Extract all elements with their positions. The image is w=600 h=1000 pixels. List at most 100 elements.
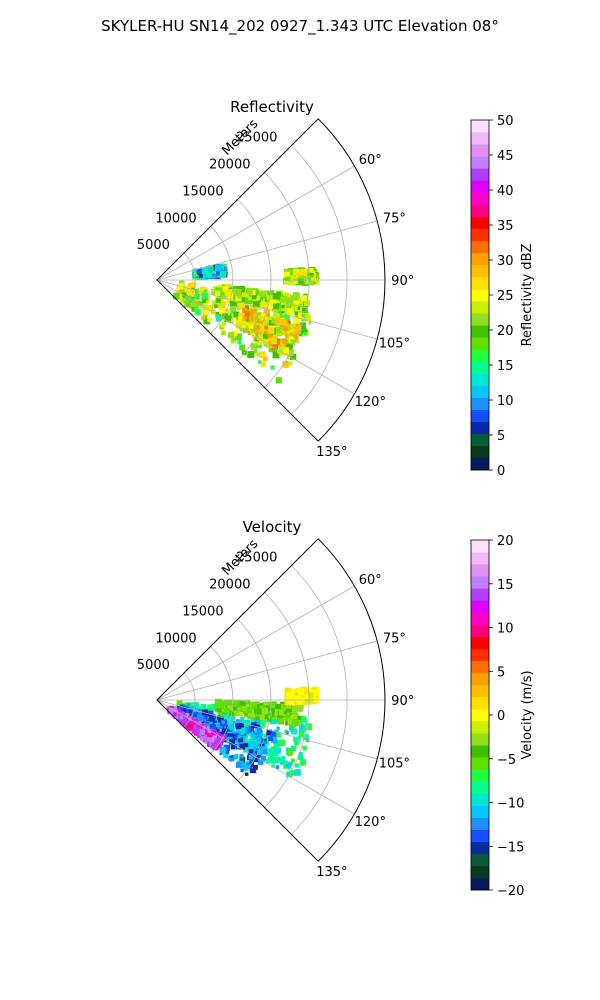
echo-cell <box>293 292 300 299</box>
echo-cell <box>273 747 280 755</box>
echo-cell <box>264 325 268 330</box>
echo-cell <box>249 726 255 732</box>
echo-cell <box>304 312 310 317</box>
colorbar-swatch <box>471 385 489 398</box>
echo-cell <box>277 312 283 318</box>
echo-cell <box>290 305 298 313</box>
echo-cell <box>303 331 307 336</box>
echo-cell <box>272 719 278 724</box>
colorbar-tick-label: 0 <box>497 464 505 479</box>
echo-cell <box>219 271 226 278</box>
echo-cell <box>283 314 289 320</box>
echo-cell <box>285 716 291 721</box>
echo-cell <box>188 709 193 714</box>
colorbar-swatch <box>471 409 489 423</box>
echo-cell <box>203 315 207 320</box>
colorbar-swatch <box>471 457 489 471</box>
figure-title: SKYLER-HU SN14_202 0927_1.343 UTC Elevat… <box>101 17 499 36</box>
echo-cell <box>283 292 287 296</box>
echo-cell <box>219 297 224 302</box>
colorbar-swatch <box>471 373 489 386</box>
colorbar-swatch <box>471 156 489 169</box>
echo-cell <box>264 298 269 302</box>
colorbar-tick-label: 40 <box>497 184 514 199</box>
panel-title: Velocity <box>243 518 302 536</box>
panel-title: Reflectivity <box>230 98 314 116</box>
echo-cell <box>239 743 246 750</box>
echo-cell <box>261 723 266 728</box>
echo-cell <box>286 297 292 304</box>
echo-cell <box>284 321 288 325</box>
echo-cell <box>290 353 297 360</box>
echo-cell <box>194 309 201 316</box>
colorbar-swatch <box>471 228 489 241</box>
echo-cell <box>289 691 294 696</box>
colorbar-tick-label: 10 <box>497 394 514 409</box>
echo-cell <box>187 282 192 287</box>
echo-cell <box>291 728 298 735</box>
echo-cell <box>262 740 266 744</box>
echo-cell <box>305 723 313 731</box>
colorbar-swatch <box>471 433 489 447</box>
echo-cell <box>206 300 210 304</box>
echo-cell <box>168 708 175 715</box>
echo-cell <box>208 733 213 738</box>
echo-cell <box>252 300 260 308</box>
echo-cell <box>239 723 245 728</box>
echo-cell <box>259 743 265 749</box>
colorbar-swatch <box>471 264 489 278</box>
azimuth-gridline <box>156 279 378 340</box>
echo-cell <box>309 699 313 704</box>
echo-cell <box>255 740 262 748</box>
echo-cell <box>204 732 210 738</box>
colorbar-swatch <box>471 865 489 879</box>
echo-cell <box>209 735 216 742</box>
echo-cell <box>256 353 260 357</box>
azimuth-tick-label: 135° <box>316 445 347 460</box>
echo-cell <box>231 330 238 336</box>
echo-cell <box>178 712 186 720</box>
echo-cell <box>244 305 250 311</box>
echo-cell <box>248 296 252 301</box>
echo-cell <box>285 699 289 703</box>
echo-cell <box>285 302 290 307</box>
echo-cell <box>236 744 241 749</box>
echo-cell <box>227 733 234 740</box>
echo-cell <box>197 301 202 306</box>
echo-cell <box>194 306 199 312</box>
echo-cell <box>199 729 205 736</box>
echo-cell <box>215 297 221 303</box>
echo-cell <box>256 726 262 732</box>
echo-cell <box>282 301 287 306</box>
echo-cell <box>286 343 293 351</box>
echo-cell <box>202 267 209 274</box>
echo-cell <box>287 693 291 697</box>
echo-cell <box>230 742 235 747</box>
echo-cell <box>248 304 256 312</box>
colorbar-tick-label: 5 <box>497 665 505 680</box>
echo-cell <box>242 742 249 750</box>
echo-cell <box>203 289 207 294</box>
echo-cell <box>218 736 224 742</box>
echo-cell <box>230 306 236 312</box>
colorbar-swatch <box>471 769 489 782</box>
echo-cell <box>284 307 290 314</box>
echo-cell <box>244 311 250 317</box>
echo-cell <box>213 719 217 723</box>
echo-cell <box>298 731 305 738</box>
echo-cell <box>298 705 304 711</box>
echo-cell <box>298 275 305 282</box>
echo-cell <box>208 718 215 725</box>
echo-cell <box>280 319 287 326</box>
echo-cell <box>227 712 234 720</box>
echo-cell <box>302 328 308 334</box>
echo-cell <box>237 340 242 345</box>
echo-cell <box>221 331 225 335</box>
echo-cell <box>214 739 218 743</box>
echo-cell <box>264 714 269 719</box>
echo-cell <box>179 287 184 293</box>
echo-cell <box>257 329 263 335</box>
echo-cell <box>256 704 261 709</box>
echo-cell <box>252 731 257 736</box>
echo-cell <box>272 293 279 300</box>
